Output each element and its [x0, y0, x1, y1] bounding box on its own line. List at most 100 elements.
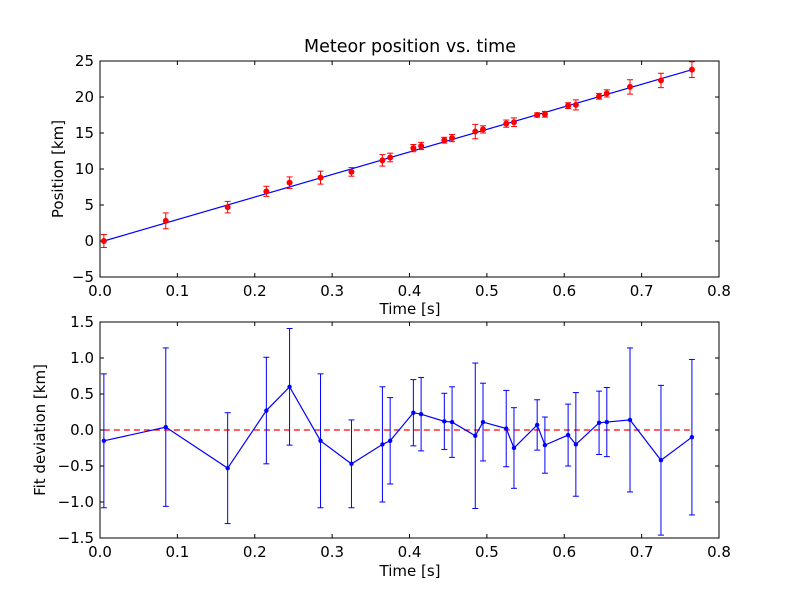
deviation-data-point [596, 420, 602, 425]
position-chart-xtick-label: 0.6 [552, 282, 576, 300]
deviation-chart-xtick-label: 0.5 [475, 543, 499, 561]
position-data-point [596, 93, 603, 100]
position-data-point [534, 112, 541, 118]
position-data-point [379, 157, 386, 164]
position-data-point [418, 142, 425, 149]
deviation-chart-xtick-label: 0.0 [88, 543, 112, 561]
position-chart-xtick-label: 0.7 [630, 282, 654, 300]
deviation-chart-xtick-label: 0.6 [552, 543, 576, 561]
position-data-point [503, 120, 510, 127]
deviation-data-point [627, 417, 633, 423]
deviation-chart-xtick-label: 0.4 [398, 543, 422, 561]
position-data-point [224, 204, 231, 211]
position-chart-ytick-label: 10 [75, 160, 94, 178]
position-data-point [657, 77, 664, 84]
position-chart-xtick-label: 0.8 [707, 282, 731, 300]
position-chart-ytick-label: 25 [75, 52, 94, 70]
deviation-chart-ytick-label: 0.0 [70, 421, 94, 439]
deviation-data-point [380, 442, 385, 447]
deviation-data-point [264, 408, 269, 413]
position-chart-ytick-label: 20 [75, 88, 94, 106]
deviation-chart-xtick-label: 0.8 [707, 543, 731, 561]
position-chart-ytick-label: −5 [72, 268, 94, 286]
deviation-chart-ytick-label: −1.0 [58, 493, 94, 511]
position-chart-ytick-label: 5 [84, 196, 94, 214]
deviation-data-point [573, 442, 579, 447]
position-data-point [100, 238, 107, 244]
position-chart-ytick-label: 0 [84, 232, 94, 250]
deviation-data-point [349, 461, 354, 467]
deviation-data-point [565, 432, 571, 438]
position-chart-xtick-label: 0.4 [398, 282, 422, 300]
position-data-point [162, 217, 169, 224]
position-data-point [541, 111, 548, 118]
deviation-chart-ytick-label: 1.5 [70, 313, 94, 331]
deviation-data-point [449, 419, 455, 425]
deviation-data-point [504, 426, 509, 431]
position-data-point [480, 126, 487, 133]
position-panel: Meteor position vs. time Time [s] Positi… [49, 37, 731, 318]
position-data-point [627, 83, 634, 90]
deviation-chart-ticks: 0.0 0.1 0.2 0.3 0.4 0.5 0.6 0.7 0.8 −1.5 −1.0 −0.5 0… [58, 313, 731, 561]
position-fit-line [103, 69, 693, 242]
position-chart-ytick-label: 15 [75, 124, 94, 142]
position-chart-data [100, 61, 695, 248]
position-chart-xtick-label: 0.1 [165, 282, 189, 300]
position-data-point [286, 179, 293, 186]
deviation-data-point [418, 411, 424, 417]
deviation-chart-ytick-label: 1.0 [70, 349, 94, 367]
deviation-data-point [163, 424, 168, 430]
deviation-data-point [101, 438, 107, 443]
deviation-data-point [658, 458, 664, 463]
position-data-point [449, 135, 456, 142]
position-data-point [603, 90, 610, 97]
deviation-chart-axes-frame [99, 321, 720, 539]
deviation-data-point [442, 419, 447, 424]
deviation-chart-xtick-label: 0.3 [320, 543, 344, 561]
deviation-data-point [318, 438, 323, 443]
position-data-point [410, 145, 417, 152]
position-chart-xtick-label: 0.0 [88, 282, 112, 300]
deviation-data-point [225, 465, 230, 471]
position-chart-ticks: 0.0 0.1 0.2 0.3 0.4 0.5 0.6 0.7 0.8 −5 0 5 10 15 20 25 [72, 52, 731, 300]
deviation-panel: Time [s] Fit deviation [km] 0.0 0.1 0.2 0.3… [31, 313, 731, 580]
deviation-data-point [411, 410, 416, 415]
position-data-point [263, 188, 270, 195]
deviation-data-point [473, 433, 478, 438]
position-chart-xlabel: Time [s] [379, 300, 441, 318]
position-data-point [510, 119, 517, 126]
position-data-point [572, 101, 579, 108]
deviation-chart-ylabel: Fit deviation [km] [31, 364, 49, 496]
deviation-chart-ytick-label: −0.5 [58, 457, 94, 475]
deviation-data-point [511, 445, 517, 451]
deviation-data-point [534, 422, 540, 428]
position-chart-xtick-label: 0.3 [320, 282, 344, 300]
deviation-chart-ytick-label: 0.5 [70, 385, 94, 403]
position-chart-axes-frame [99, 60, 720, 278]
deviation-chart-xtick-label: 0.1 [165, 543, 189, 561]
deviation-data-point [480, 419, 486, 425]
position-data-point [441, 137, 448, 144]
position-chart-ylabel: Position [km] [49, 120, 67, 218]
deviation-chart-xtick-label: 0.2 [243, 543, 267, 561]
position-data-point [317, 174, 324, 181]
deviation-chart-xlabel: Time [s] [379, 562, 441, 580]
deviation-chart-data [100, 327, 695, 536]
position-data-point [387, 154, 394, 161]
deviation-data-point [689, 435, 695, 440]
deviation-data-point [387, 438, 393, 443]
position-data-point [688, 66, 695, 73]
position-chart-title: Meteor position vs. time [304, 37, 516, 57]
position-data-point [565, 102, 572, 109]
position-data-point [348, 168, 355, 175]
position-chart-xtick-label: 0.2 [243, 282, 267, 300]
deviation-data-point [287, 384, 292, 389]
position-data-point [472, 128, 479, 135]
deviation-data-point [542, 442, 548, 448]
deviation-chart-xtick-label: 0.7 [630, 543, 654, 561]
deviation-data-point [604, 419, 610, 425]
deviation-line [103, 385, 693, 469]
deviation-chart-ytick-label: −1.5 [58, 529, 94, 547]
